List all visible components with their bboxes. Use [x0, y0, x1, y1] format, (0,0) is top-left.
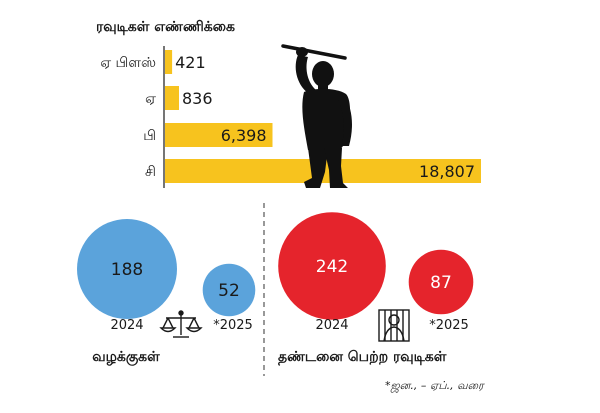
bar-value-label: 18,807 — [419, 162, 475, 181]
bubble-value-label: 188 — [111, 260, 143, 280]
bubble-year-label: *2025 — [213, 318, 253, 333]
bar — [165, 86, 179, 110]
bar-chart: ரவுடிகள் எண்ணிக்கை ஏ பிளஸ் 421 ஏ 836 பி 6,398… — [96, 19, 481, 188]
bubble-value-label: 52 — [218, 281, 240, 301]
bar-value-label: 421 — [175, 53, 206, 72]
bar — [165, 50, 173, 74]
bubble-year-label: *2025 — [429, 318, 469, 333]
bar-value-label: 836 — [182, 89, 213, 108]
bubble — [408, 249, 474, 315]
bubble-charts: 188 2024 52 *2025 வழக்குகள் 242 2024 87 *2025 தண்… — [77, 212, 474, 366]
prisoner-behind-bars-icon — [378, 309, 410, 342]
bubble — [278, 212, 386, 320]
bar-group: ஏ பிளஸ் 421 ஏ 836 பி 6,398 சி 18,807 — [100, 50, 481, 183]
bar-value-label: 6,398 — [221, 126, 267, 145]
man-silhouette-icon — [281, 44, 352, 188]
bar-category-label: ஏ பிளஸ் — [100, 55, 156, 71]
bubble-year-label: 2024 — [315, 318, 348, 333]
scales-of-justice-icon — [159, 310, 203, 338]
bubble-chart-title: வழக்குகள் — [92, 349, 160, 366]
bar-category-label: பி — [143, 128, 156, 144]
bar — [165, 123, 273, 147]
bar-category-label: சி — [145, 164, 156, 180]
footnote: *ஜன., – ஏப்., வரை — [385, 379, 485, 393]
bubble-value-label: 242 — [316, 257, 348, 277]
bubble — [202, 263, 256, 317]
bubble — [77, 219, 177, 319]
bar-chart-title: ரவுடிகள் எண்ணிக்கை — [96, 19, 235, 35]
bubble-value-label: 87 — [430, 273, 452, 293]
bar-category-label: ஏ — [145, 91, 156, 107]
bubble-year-label: 2024 — [110, 318, 143, 333]
bubble-chart-title: தண்டனை பெற்ற ரவுடிகள் — [278, 349, 447, 366]
